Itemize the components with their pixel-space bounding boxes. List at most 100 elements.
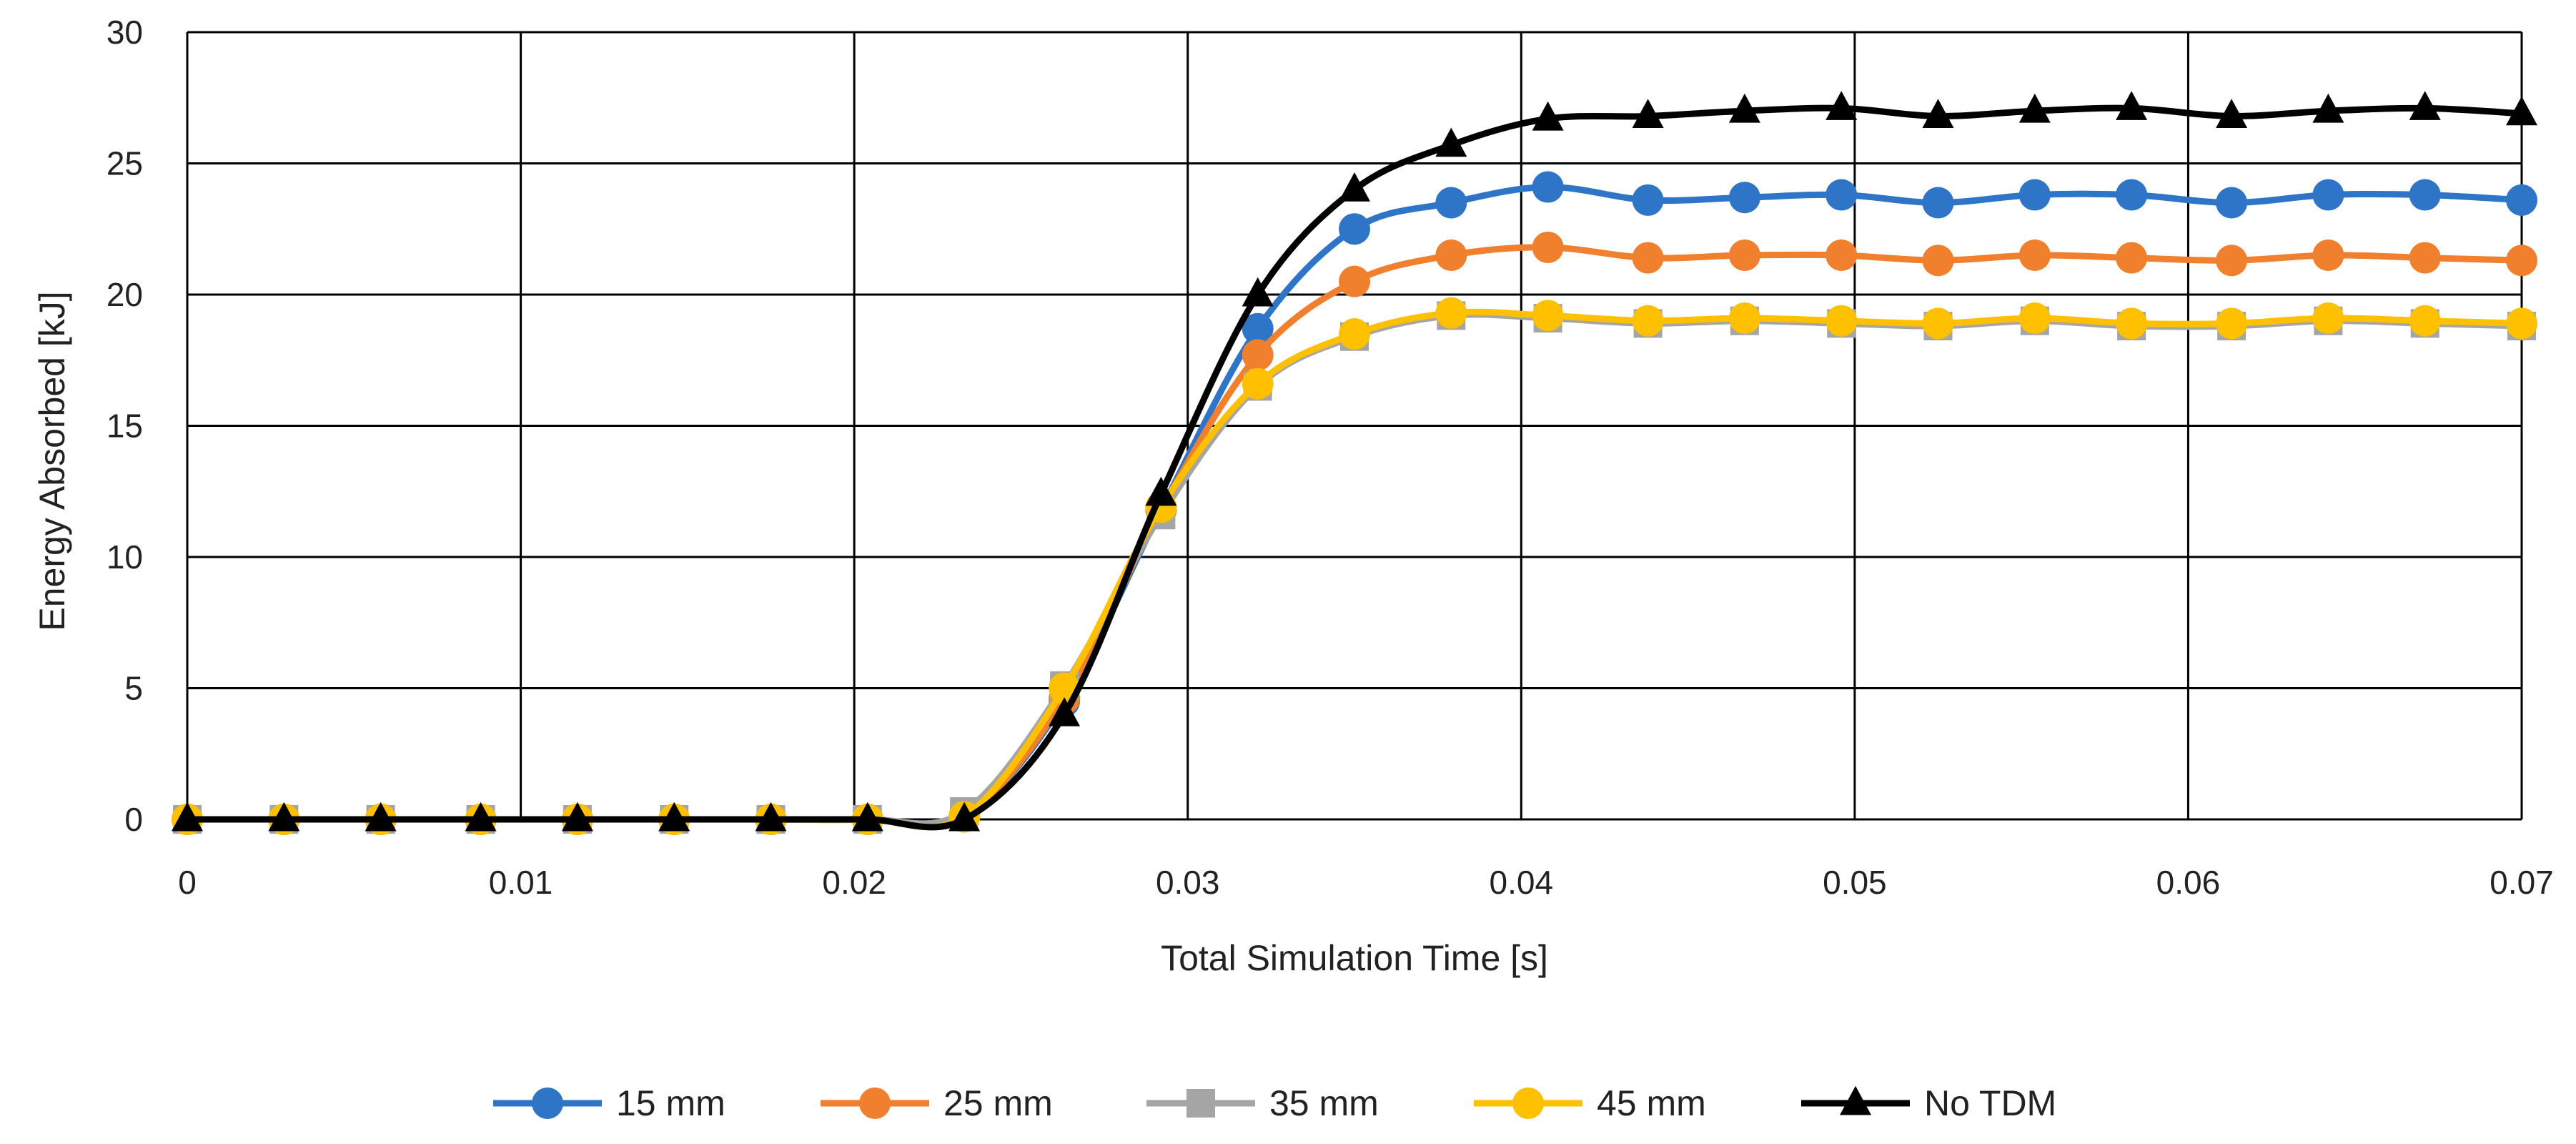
data-point-15-mm (2216, 187, 2248, 219)
data-point-no-tdm (1728, 93, 1760, 123)
data-point-no-tdm (948, 802, 981, 832)
series-no-tdm (172, 91, 2537, 832)
x-axis-ticks: 0 0.01 0.02 0.03 0.04 0.05 0.06 0.07 (178, 864, 2554, 901)
data-point-15-mm (2409, 179, 2441, 211)
data-point-25-mm (2506, 245, 2537, 277)
data-point-15-mm (1242, 312, 1274, 345)
data-point-45-mm (1435, 297, 1467, 329)
data-point-15-mm (2018, 179, 2051, 211)
data-point-no-tdm (365, 802, 397, 832)
legend-label: No TDM (1924, 1083, 2056, 1123)
legend-item-45-mm: 45 mm (1474, 1083, 1706, 1123)
legend-label: 45 mm (1597, 1083, 1706, 1123)
data-point-25-mm (2216, 245, 2248, 277)
data-point-no-tdm (1242, 277, 1274, 307)
data-point-no-tdm (561, 802, 593, 832)
x-tick-label: 0.02 (822, 864, 886, 901)
y-tick-label: 0 (124, 801, 143, 838)
data-point-25-mm (2312, 239, 2344, 271)
y-tick-label: 25 (106, 145, 143, 182)
data-point-45-mm (1532, 300, 1564, 332)
y-axis-title: Energy Absorbed [kJ] (32, 291, 72, 631)
data-point-no-tdm (1826, 91, 1858, 120)
data-point-45-mm (1728, 302, 1760, 335)
data-point-no-tdm (755, 802, 787, 832)
legend-label: 35 mm (1269, 1083, 1379, 1123)
data-point-25-mm (2116, 242, 2148, 274)
series-45-mm (172, 297, 2537, 835)
data-point-no-tdm (1632, 99, 1664, 128)
data-point-25-mm (1435, 239, 1467, 271)
data-point-no-tdm (1145, 476, 1177, 506)
y-tick-label: 30 (106, 14, 143, 51)
legend-item-25-mm: 25 mm (821, 1083, 1053, 1123)
data-point-no-tdm (2506, 96, 2537, 126)
data-point-25-mm (1339, 265, 1370, 297)
data-point-45-mm (1242, 368, 1274, 400)
data-point-45-mm (1922, 307, 1954, 340)
y-axis-ticks: 0 5 10 15 20 25 30 (106, 14, 143, 838)
legend-swatch-marker (859, 1088, 891, 1119)
data-point-15-mm (1632, 184, 1664, 216)
data-point-no-tdm (851, 802, 883, 832)
data-point-15-mm (1728, 182, 1760, 214)
y-tick-label: 5 (124, 670, 143, 707)
data-point-15-mm (1532, 171, 1564, 203)
gridlines (186, 31, 2523, 821)
data-point-25-mm (2409, 242, 2441, 274)
data-point-25-mm (2018, 239, 2051, 271)
data-point-45-mm (2409, 305, 2441, 337)
data-point-25-mm (1922, 245, 1954, 277)
series-line-35-mm (184, 311, 2525, 827)
data-point-no-tdm (2018, 93, 2051, 123)
data-point-no-tdm (465, 802, 497, 832)
legend-item-35-mm: 35 mm (1146, 1083, 1379, 1123)
x-tick-label: 0 (178, 864, 197, 901)
y-tick-label: 10 (106, 538, 143, 576)
data-point-25-mm (1728, 239, 1760, 271)
data-point-no-tdm (658, 802, 690, 832)
data-point-25-mm (1826, 239, 1858, 271)
data-point-15-mm (2312, 179, 2344, 211)
data-point-15-mm (1826, 179, 1858, 211)
data-point-15-mm (2506, 184, 2537, 216)
legend-label: 15 mm (616, 1083, 725, 1123)
y-tick-label: 20 (106, 276, 143, 313)
legend-label: 25 mm (943, 1083, 1053, 1123)
legend-item-15-mm: 15 mm (493, 1083, 725, 1123)
x-tick-label: 0.03 (1156, 864, 1220, 901)
data-point-45-mm (1632, 305, 1664, 337)
data-point-45-mm (2506, 307, 2537, 340)
x-tick-label: 0.06 (2156, 864, 2221, 901)
data-point-no-tdm (172, 802, 203, 832)
data-point-no-tdm (1922, 99, 1954, 128)
data-point-25-mm (1532, 231, 1564, 263)
series-35-mm (173, 301, 2536, 834)
data-point-45-mm (1826, 305, 1858, 337)
data-point-no-tdm (1435, 127, 1467, 157)
x-axis-title: Total Simulation Time [s] (1161, 938, 1548, 978)
data-point-no-tdm (2409, 91, 2441, 120)
data-point-no-tdm (1049, 697, 1081, 726)
series-line-no-tdm (184, 104, 2525, 831)
x-tick-label: 0.01 (489, 864, 553, 901)
data-point-45-mm (2018, 302, 2051, 335)
data-point-15-mm (2116, 179, 2148, 211)
legend-swatch-marker (532, 1088, 563, 1119)
series-line-45-mm (184, 308, 2525, 831)
data-point-45-mm (2216, 307, 2248, 340)
legend-swatch-marker (1840, 1085, 1871, 1115)
x-tick-label: 0.05 (1823, 864, 1887, 901)
data-point-25-mm (1242, 339, 1274, 371)
y-tick-label: 15 (106, 408, 143, 445)
legend-swatch-marker (1187, 1089, 1215, 1118)
data-point-15-mm (1435, 187, 1467, 219)
data-point-no-tdm (2216, 99, 2248, 128)
legend: 15 mm 25 mm 35 mm 45 mm No TDM (493, 1083, 2056, 1123)
series-group (172, 91, 2537, 835)
data-point-15-mm (1339, 213, 1370, 245)
data-point-no-tdm (1532, 101, 1564, 131)
data-point-no-tdm (268, 802, 300, 832)
data-point-no-tdm (1339, 172, 1370, 202)
